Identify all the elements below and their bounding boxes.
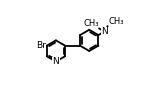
Text: N: N xyxy=(53,57,59,66)
Text: Br: Br xyxy=(36,41,46,50)
Text: CH₃: CH₃ xyxy=(83,19,98,28)
Text: N: N xyxy=(101,27,108,36)
Text: CH₃: CH₃ xyxy=(108,17,124,26)
